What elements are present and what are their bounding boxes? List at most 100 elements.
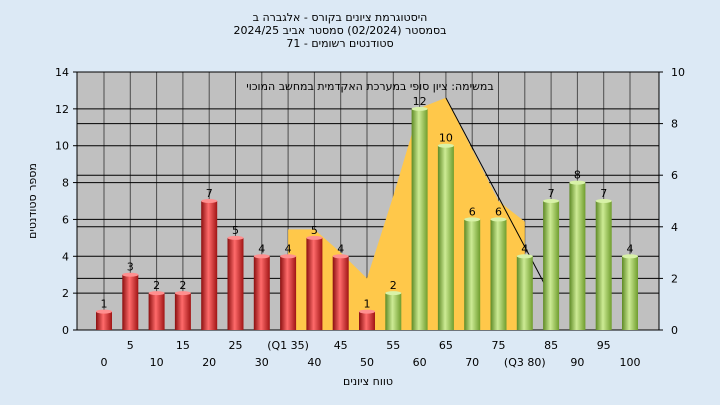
bar-value-label: 7 [206, 187, 213, 200]
bar-value-label: 2 [390, 279, 397, 292]
histogram-bar [543, 201, 560, 330]
histogram-bar [96, 311, 112, 330]
histogram-bar [306, 237, 323, 330]
bar-top-cap [253, 254, 270, 259]
x-tick-label-upper: 65 [439, 339, 453, 352]
chart-title-line-3: סטודנטים רשומים - 71 [286, 37, 393, 50]
histogram-bar [280, 256, 297, 330]
bar-value-label: 4 [337, 242, 344, 255]
bar-value-label: 6 [495, 205, 502, 218]
y-axis-title: מספר סטודנטים [26, 163, 39, 239]
y2-tick-label: 0 [671, 324, 678, 337]
y-tick-label: 14 [55, 66, 69, 79]
x-tick-label-lower: 100 [620, 356, 641, 369]
histogram-bar [622, 256, 638, 330]
histogram-bar [437, 145, 454, 330]
histogram-bar [411, 108, 428, 330]
x-tick-label-upper: 85 [544, 339, 558, 352]
bar-value-label: 5 [232, 224, 239, 237]
x-tick-label-lower: 60 [413, 356, 427, 369]
bar-top-cap [306, 235, 323, 240]
bar-top-cap [96, 309, 112, 314]
x-axis-title: טווח ציונים [343, 375, 393, 388]
histogram-bar [569, 182, 586, 330]
bar-top-cap [201, 199, 218, 203]
x-tick-label-lower: 10 [150, 356, 164, 369]
bar-value-label: 1 [101, 298, 108, 311]
bar-top-cap [411, 106, 428, 111]
y2-tick-label: 2 [671, 272, 678, 285]
bar-value-label: 4 [521, 242, 528, 255]
grid-lines [77, 72, 659, 330]
histogram-bar [148, 293, 165, 330]
y-tick-label: 0 [62, 324, 69, 337]
x-tick-label-upper: 15 [176, 339, 190, 352]
histogram-bar [490, 219, 507, 330]
y-tick-label: 4 [62, 250, 69, 263]
x-tick-label-upper: 95 [597, 339, 611, 352]
bar-top-cap [385, 291, 402, 296]
histogram-bar [227, 237, 244, 330]
histogram-bar [174, 293, 191, 330]
bar-top-cap [227, 235, 244, 240]
x-tick-label-upper: 45 [334, 339, 348, 352]
bar-value-label: 2 [179, 279, 186, 292]
bar-value-label: 7 [548, 187, 555, 200]
trend-line [445, 97, 552, 297]
bar-value-label: 5 [311, 224, 318, 237]
bar-value-label: 6 [469, 205, 476, 218]
bar-top-cap [595, 199, 612, 203]
bar-top-cap [122, 272, 139, 277]
bar-top-cap [174, 291, 191, 296]
bar-value-label: 4 [258, 242, 265, 255]
x-tick-label-lower: 50 [360, 356, 374, 369]
x-tick-label-upper: 25 [229, 339, 243, 352]
bar-top-cap [569, 180, 586, 185]
y2-tick-label: 4 [671, 221, 678, 234]
histogram-bar [359, 311, 375, 330]
bar-value-label: 3 [127, 261, 134, 274]
x-tick-label-upper: 55 [386, 339, 400, 352]
bar-top-cap [543, 199, 560, 203]
bar-top-cap [280, 254, 297, 259]
y2-tick-label: 6 [671, 169, 678, 182]
bar-value-label: 10 [439, 132, 453, 145]
bar-top-cap [516, 254, 533, 259]
x-tick-label-lower: 70 [465, 356, 479, 369]
y-tick-label: 2 [62, 287, 69, 300]
x-tick-label-lower: 20 [202, 356, 216, 369]
bar-value-label: 8 [574, 169, 581, 182]
bar-top-cap [437, 143, 454, 148]
x-tick-label-lower: 90 [570, 356, 584, 369]
histogram-bar [253, 256, 270, 330]
bar-top-cap [622, 254, 638, 259]
x-tick-label-upper: 5 [127, 339, 134, 352]
histogram-bar [516, 256, 533, 330]
chart-annotation: במשימה: ציון סופי במערכת האקדמית במחשב ה… [246, 80, 493, 93]
x-tick-label-upper: (Q1 35) [267, 339, 309, 352]
histogram-bar [464, 219, 481, 330]
bar-top-cap [148, 291, 165, 296]
x-tick-label-lower: 40 [307, 356, 321, 369]
bar-top-cap [332, 254, 349, 259]
bar-value-label: 2 [153, 279, 160, 292]
bar-top-cap [490, 217, 507, 222]
y-tick-label: 6 [62, 213, 69, 226]
bar-value-label: 1 [364, 298, 371, 311]
y-tick-label: 10 [55, 140, 69, 153]
x-tick-label-lower: 30 [255, 356, 269, 369]
bar-value-label: 7 [600, 187, 607, 200]
y-tick-label: 12 [55, 103, 69, 116]
chart-title-line-2: בסמסטר (02/2024) סמסטר אביב 2024/25 [233, 24, 446, 37]
y2-tick-label: 10 [671, 66, 685, 79]
bar-value-label: 4 [285, 242, 292, 255]
y2-tick-label: 8 [671, 118, 678, 131]
histogram-bar [332, 256, 349, 330]
histogram-bar [385, 293, 402, 330]
histogram-bar [122, 274, 139, 330]
chart-title-line-1: היסטוגרמת ציונים בקורס - אלגברה ב [253, 11, 428, 24]
